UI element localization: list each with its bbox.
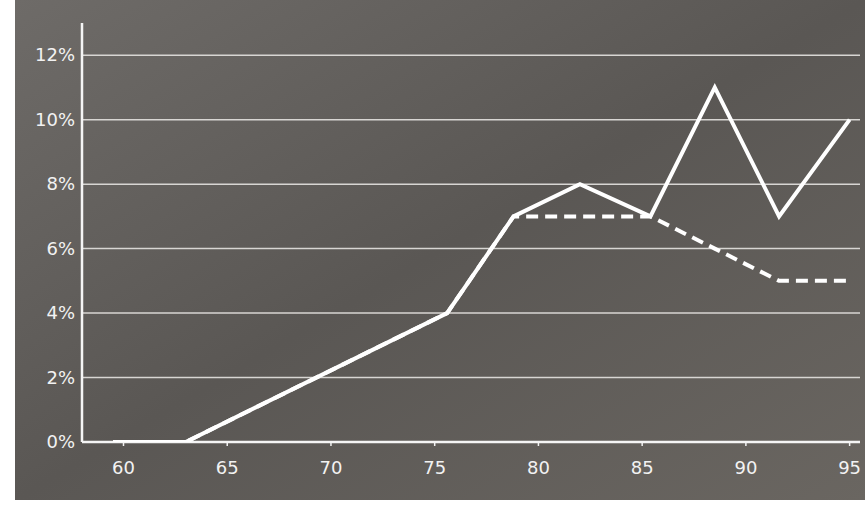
grid-line [82, 377, 860, 379]
y-axis [81, 23, 84, 442]
grid-line [82, 441, 860, 443]
y-tick-label: 6% [46, 238, 75, 259]
y-tick-label: 10% [35, 109, 75, 130]
x-tick-label: 80 [527, 457, 550, 478]
y-tick-label: 12% [35, 44, 75, 65]
x-tick-label: 85 [631, 457, 654, 478]
grid-line [82, 54, 860, 56]
y-tick-label: 0% [46, 431, 75, 452]
chart: 0% 2% 4% 6% 8% 10% 12% 60 65 70 75 80 85 90 95 [0, 0, 865, 506]
grid-line [82, 312, 860, 314]
x-tick-label: 70 [320, 457, 343, 478]
series-line [113, 216, 850, 442]
y-tick-label: 4% [46, 302, 75, 323]
x-tick-label: 60 [112, 457, 135, 478]
y-tick-label: 8% [46, 173, 75, 194]
grid-line [82, 183, 860, 185]
x-tick-label: 90 [734, 457, 757, 478]
x-tick-label: 95 [838, 457, 861, 478]
series-line [113, 87, 850, 442]
y-tick-label: 2% [46, 367, 75, 388]
x-tick-label: 65 [216, 457, 239, 478]
x-tick-label: 75 [423, 457, 446, 478]
plot-area [113, 87, 850, 442]
x-axis [82, 441, 860, 444]
grid-line [82, 119, 860, 121]
background [15, 0, 865, 500]
grid-line [82, 248, 860, 250]
